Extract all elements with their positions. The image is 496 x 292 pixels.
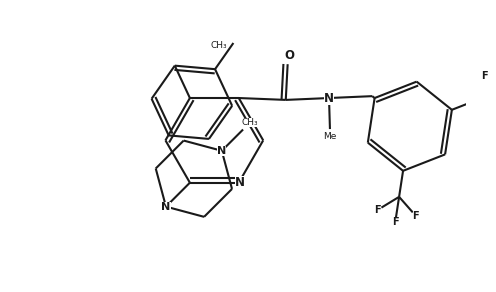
Text: F: F [374,205,381,215]
Text: N: N [217,146,226,156]
Text: F: F [392,217,399,227]
Text: F: F [481,71,488,81]
Text: O: O [285,49,295,62]
Text: F: F [413,211,419,221]
Text: Me: Me [323,132,337,141]
Text: CH₃: CH₃ [242,118,258,127]
Text: N: N [324,91,334,105]
Text: N: N [161,201,171,212]
Text: N: N [235,176,245,189]
Text: CH₃: CH₃ [210,41,227,50]
